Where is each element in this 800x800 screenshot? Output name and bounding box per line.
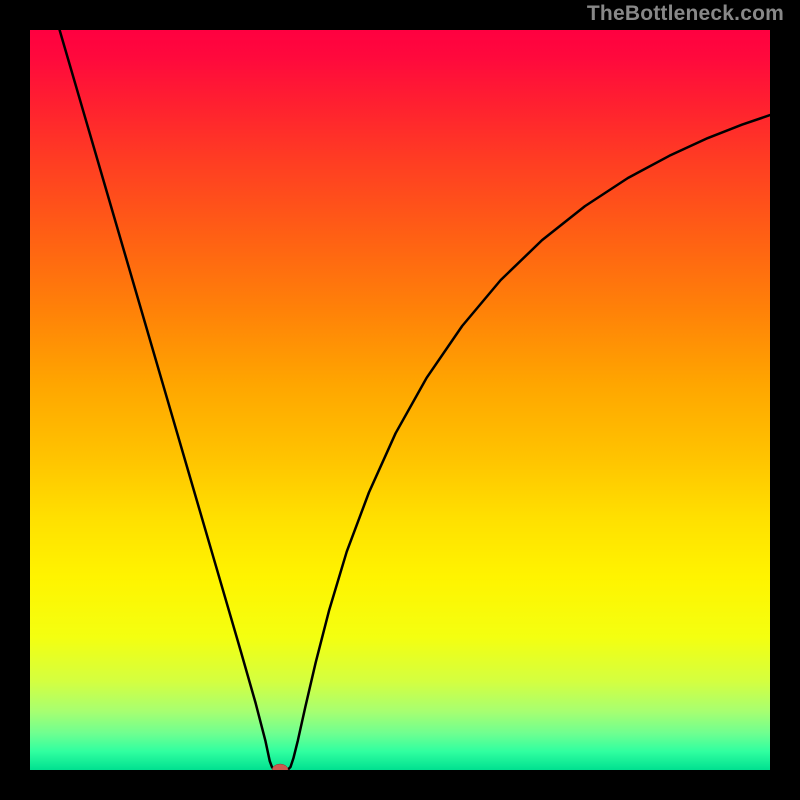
chart-svg	[30, 30, 770, 770]
watermark-text: TheBottleneck.com	[587, 2, 784, 26]
chart-background	[30, 30, 770, 770]
plot-area	[30, 30, 770, 770]
chart-frame: TheBottleneck.com	[0, 0, 800, 800]
